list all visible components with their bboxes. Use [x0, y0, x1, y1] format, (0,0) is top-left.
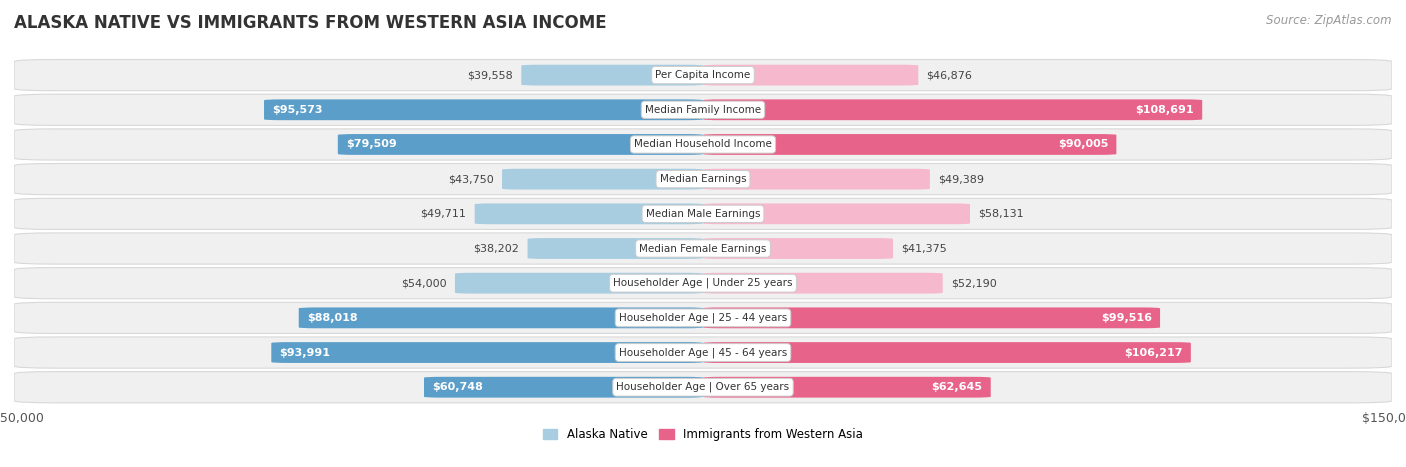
- FancyBboxPatch shape: [337, 134, 703, 155]
- FancyBboxPatch shape: [703, 307, 1160, 328]
- Text: $88,018: $88,018: [307, 313, 357, 323]
- Text: $62,645: $62,645: [931, 382, 983, 392]
- FancyBboxPatch shape: [522, 65, 703, 85]
- Text: $93,991: $93,991: [280, 347, 330, 358]
- Text: $43,750: $43,750: [449, 174, 494, 184]
- Text: $49,711: $49,711: [420, 209, 467, 219]
- Legend: Alaska Native, Immigrants from Western Asia: Alaska Native, Immigrants from Western A…: [538, 424, 868, 446]
- FancyBboxPatch shape: [14, 129, 1392, 160]
- FancyBboxPatch shape: [14, 198, 1392, 229]
- Text: Median Earnings: Median Earnings: [659, 174, 747, 184]
- Text: Householder Age | Under 25 years: Householder Age | Under 25 years: [613, 278, 793, 289]
- FancyBboxPatch shape: [14, 59, 1392, 91]
- Text: $41,375: $41,375: [901, 243, 948, 254]
- Text: Per Capita Income: Per Capita Income: [655, 70, 751, 80]
- Text: $99,516: $99,516: [1101, 313, 1152, 323]
- FancyBboxPatch shape: [298, 307, 703, 328]
- Text: $39,558: $39,558: [467, 70, 513, 80]
- Text: $108,691: $108,691: [1135, 105, 1194, 115]
- FancyBboxPatch shape: [264, 99, 703, 120]
- FancyBboxPatch shape: [271, 342, 703, 363]
- Text: $106,217: $106,217: [1123, 347, 1182, 358]
- Text: $54,000: $54,000: [401, 278, 447, 288]
- FancyBboxPatch shape: [703, 204, 970, 224]
- Text: Median Household Income: Median Household Income: [634, 140, 772, 149]
- Text: Median Male Earnings: Median Male Earnings: [645, 209, 761, 219]
- FancyBboxPatch shape: [14, 337, 1392, 368]
- FancyBboxPatch shape: [703, 134, 1116, 155]
- Text: Median Family Income: Median Family Income: [645, 105, 761, 115]
- Text: $38,202: $38,202: [474, 243, 519, 254]
- FancyBboxPatch shape: [475, 204, 703, 224]
- FancyBboxPatch shape: [703, 169, 929, 190]
- Text: $95,573: $95,573: [273, 105, 323, 115]
- Text: $79,509: $79,509: [346, 140, 396, 149]
- Text: $58,131: $58,131: [979, 209, 1024, 219]
- FancyBboxPatch shape: [703, 377, 991, 397]
- FancyBboxPatch shape: [502, 169, 703, 190]
- FancyBboxPatch shape: [14, 268, 1392, 299]
- FancyBboxPatch shape: [14, 302, 1392, 333]
- Text: Householder Age | Over 65 years: Householder Age | Over 65 years: [616, 382, 790, 392]
- Text: $52,190: $52,190: [950, 278, 997, 288]
- Text: $49,389: $49,389: [938, 174, 984, 184]
- Text: Householder Age | 45 - 64 years: Householder Age | 45 - 64 years: [619, 347, 787, 358]
- FancyBboxPatch shape: [703, 99, 1202, 120]
- Text: Householder Age | 25 - 44 years: Householder Age | 25 - 44 years: [619, 312, 787, 323]
- FancyBboxPatch shape: [14, 233, 1392, 264]
- FancyBboxPatch shape: [703, 273, 942, 294]
- FancyBboxPatch shape: [425, 377, 703, 397]
- FancyBboxPatch shape: [703, 342, 1191, 363]
- FancyBboxPatch shape: [703, 65, 918, 85]
- FancyBboxPatch shape: [14, 94, 1392, 126]
- Text: $46,876: $46,876: [927, 70, 973, 80]
- Text: Median Female Earnings: Median Female Earnings: [640, 243, 766, 254]
- FancyBboxPatch shape: [14, 163, 1392, 195]
- Text: ALASKA NATIVE VS IMMIGRANTS FROM WESTERN ASIA INCOME: ALASKA NATIVE VS IMMIGRANTS FROM WESTERN…: [14, 14, 606, 32]
- Text: $90,005: $90,005: [1057, 140, 1108, 149]
- FancyBboxPatch shape: [14, 372, 1392, 403]
- FancyBboxPatch shape: [703, 238, 893, 259]
- FancyBboxPatch shape: [456, 273, 703, 294]
- Text: Source: ZipAtlas.com: Source: ZipAtlas.com: [1267, 14, 1392, 27]
- FancyBboxPatch shape: [527, 238, 703, 259]
- Text: $60,748: $60,748: [432, 382, 484, 392]
